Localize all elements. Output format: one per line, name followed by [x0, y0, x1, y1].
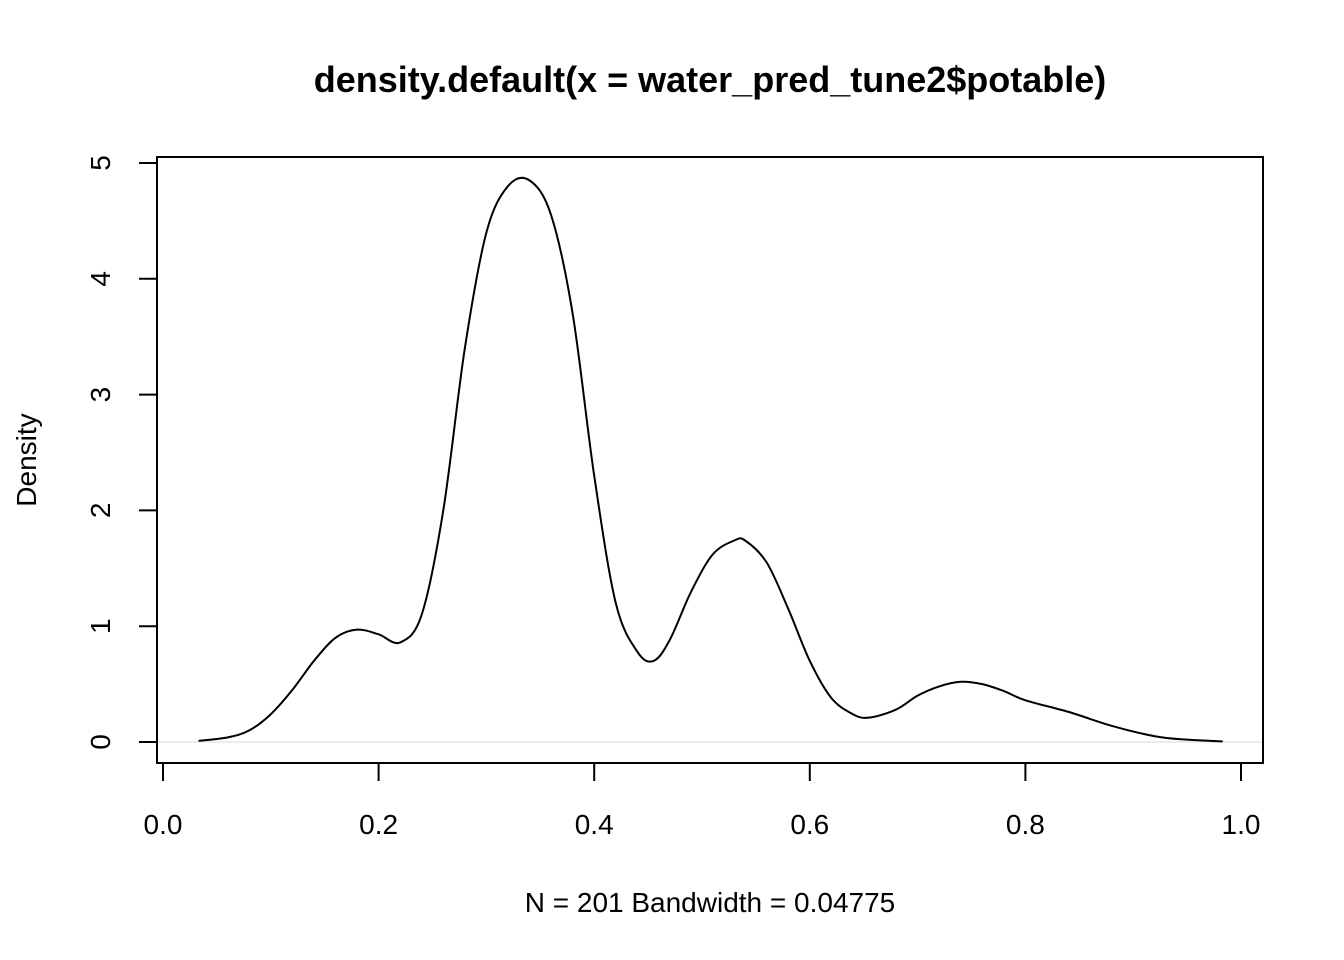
y-tick-label-4: 4 [85, 271, 116, 287]
x-tick-label-1: 0.2 [359, 809, 398, 840]
y-axis: 0 1 2 3 4 5 [85, 155, 158, 750]
y-tick-label-0: 0 [85, 734, 116, 750]
x-axis-label: N = 201 Bandwidth = 0.04775 [525, 887, 896, 918]
chart-title: density.default(x = water_pred_tune2$pot… [314, 59, 1107, 100]
x-tick-label-3: 0.6 [790, 809, 829, 840]
x-tick-label-0: 0.0 [144, 809, 183, 840]
y-tick-label-2: 2 [85, 503, 116, 519]
y-tick-label-3: 3 [85, 387, 116, 403]
density-curve-0 [198, 176, 1223, 743]
x-tick-label-5: 1.0 [1222, 809, 1261, 840]
x-tick-label-4: 0.8 [1006, 809, 1045, 840]
x-axis: 0.0 0.2 0.4 0.6 0.8 1.0 [144, 762, 1261, 840]
y-tick-label-5: 5 [85, 155, 116, 171]
y-axis-label: Density [11, 413, 42, 506]
plot-area [156, 156, 1264, 764]
plot-frame [156, 156, 1264, 764]
y-tick-label-1: 1 [85, 618, 116, 634]
x-tick-label-2: 0.4 [575, 809, 614, 840]
